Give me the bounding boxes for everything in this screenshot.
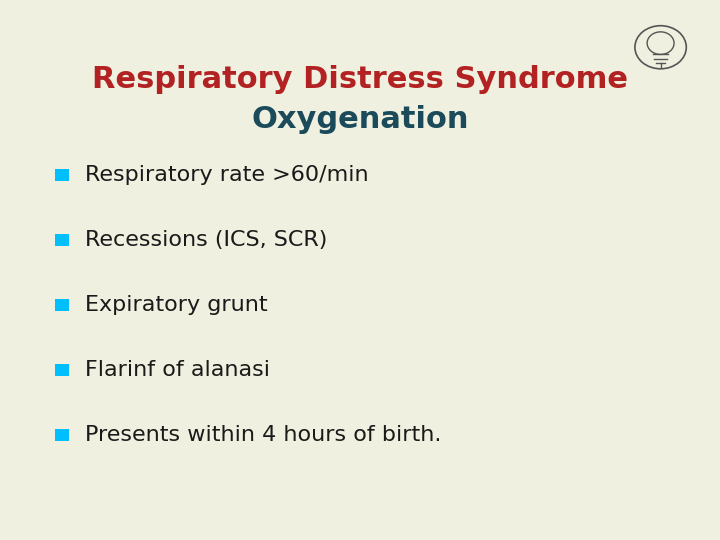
FancyBboxPatch shape <box>55 429 69 441</box>
FancyBboxPatch shape <box>55 169 69 181</box>
FancyBboxPatch shape <box>55 299 69 311</box>
Text: Presents within 4 hours of birth.: Presents within 4 hours of birth. <box>85 425 441 445</box>
FancyBboxPatch shape <box>55 364 69 376</box>
Text: Oxygenation: Oxygenation <box>251 105 469 134</box>
Text: Respiratory rate >60/min: Respiratory rate >60/min <box>85 165 369 185</box>
FancyBboxPatch shape <box>55 234 69 246</box>
Text: Respiratory Distress Syndrome: Respiratory Distress Syndrome <box>92 65 628 94</box>
Text: Expiratory grunt: Expiratory grunt <box>85 295 268 315</box>
Text: Flarinf of alanasi: Flarinf of alanasi <box>85 360 270 380</box>
Text: Recessions (ICS, SCR): Recessions (ICS, SCR) <box>85 230 328 250</box>
